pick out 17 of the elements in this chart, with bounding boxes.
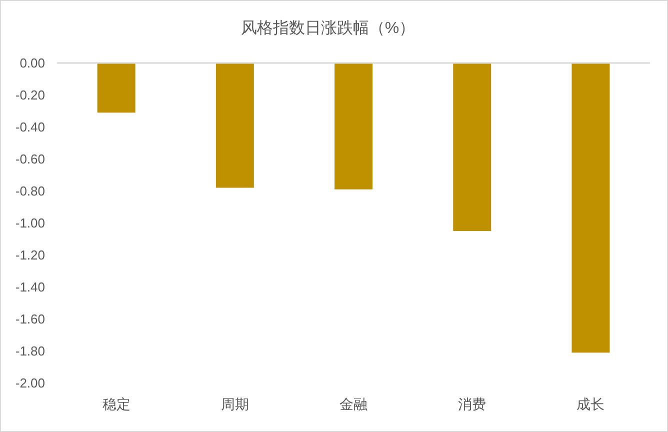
y-tick-label: -0.20: [15, 88, 45, 103]
y-tick-label: -2.00: [15, 376, 45, 391]
y-tick-label: -0.40: [15, 120, 45, 135]
x-tick-label: 金融: [340, 396, 368, 412]
x-tick-label: 成长: [576, 396, 605, 412]
x-tick-label: 稳定: [102, 396, 130, 412]
chart-title: 风格指数日涨跌幅（%）: [240, 19, 416, 39]
x-tick-label: 周期: [220, 396, 249, 412]
y-tick-label: -0.60: [15, 152, 45, 167]
y-tick-label: -1.60: [15, 312, 45, 327]
x-tick-label: 消费: [458, 396, 486, 412]
y-tick-label: -1.80: [15, 344, 45, 359]
y-tick-label: 0.00: [20, 56, 45, 71]
y-tick-label: -0.80: [15, 184, 45, 199]
y-tick-label: -1.00: [15, 216, 45, 231]
y-tick-label: -1.20: [15, 248, 45, 263]
y-tick-label: -1.40: [15, 280, 45, 295]
